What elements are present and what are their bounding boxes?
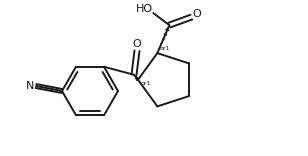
Text: or1: or1 (159, 46, 170, 51)
Text: O: O (133, 39, 141, 49)
Polygon shape (134, 75, 140, 81)
Text: N: N (26, 81, 35, 91)
Text: HO: HO (136, 4, 153, 14)
Text: O: O (192, 9, 201, 19)
Text: or1: or1 (141, 81, 151, 86)
